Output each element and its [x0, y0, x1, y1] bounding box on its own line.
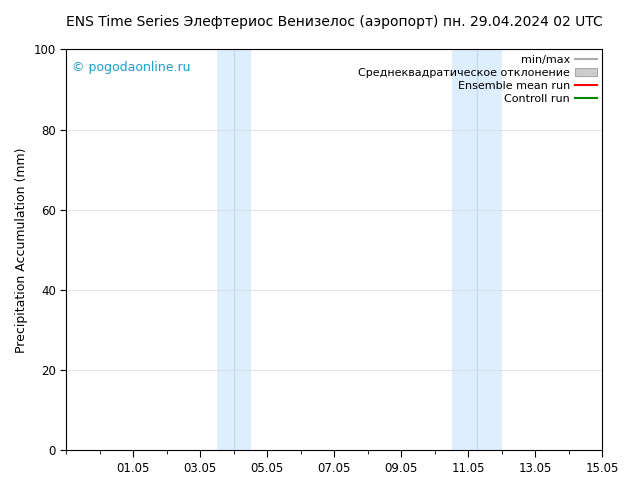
Text: ENS Time Series Элефтериос Венизелос (аэропорт): ENS Time Series Элефтериос Венизелос (аэ… [66, 15, 439, 29]
Text: © pogodaonline.ru: © pogodaonline.ru [72, 61, 190, 74]
Bar [217, 49, 250, 450]
Text: пн. 29.04.2024 02 UTC: пн. 29.04.2024 02 UTC [443, 15, 602, 29]
Y-axis label: Precipitation Accumulation (mm): Precipitation Accumulation (mm) [15, 147, 28, 352]
Bar [451, 49, 501, 450]
Legend: min/max, Среднеквадратическое отклонение, Ensemble mean run, Controll run: min/max, Среднеквадратическое отклонение… [358, 55, 597, 104]
